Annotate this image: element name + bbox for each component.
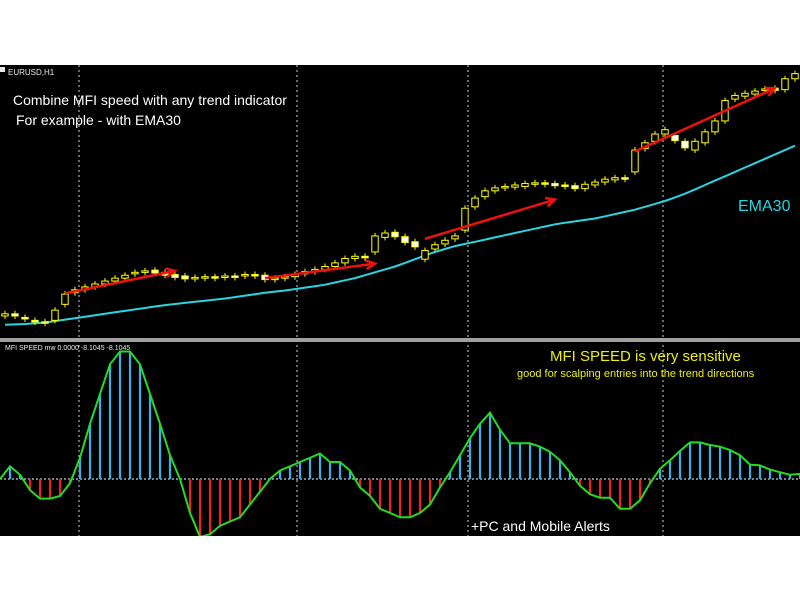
candle-body-56 bbox=[561, 184, 569, 187]
candle-body-36 bbox=[361, 255, 369, 259]
candle-body-24 bbox=[241, 274, 249, 277]
candle-body-50 bbox=[501, 185, 509, 189]
trend-arrowhead-1 bbox=[365, 259, 378, 271]
candle-body-47 bbox=[471, 197, 479, 208]
candle-body-69 bbox=[691, 140, 699, 151]
indicator-headline: MFI SPEED is very sensitive bbox=[550, 348, 741, 365]
trend-arrow-3 bbox=[634, 87, 776, 153]
candle-body-18 bbox=[181, 275, 189, 280]
candle-body-15 bbox=[151, 269, 159, 274]
candle-body-67 bbox=[671, 135, 679, 142]
candle-body-79 bbox=[791, 73, 799, 80]
candle-body-11 bbox=[111, 277, 119, 282]
candle-body-21 bbox=[211, 276, 219, 279]
trend-arrow-2 bbox=[424, 198, 556, 241]
trend-arrow-1 bbox=[264, 262, 376, 280]
candle-body-2 bbox=[21, 316, 29, 320]
symbol-marker bbox=[0, 67, 5, 72]
candle-body-66 bbox=[661, 129, 669, 135]
trend-arrowhead-0 bbox=[164, 267, 178, 278]
candle-body-71 bbox=[711, 120, 719, 133]
candle-body-22 bbox=[221, 275, 229, 278]
ema-series-line bbox=[4, 144, 796, 326]
candle-body-48 bbox=[481, 190, 489, 198]
candle-body-12 bbox=[121, 274, 129, 279]
ema-series-label: EMA30 bbox=[738, 198, 791, 215]
candle-body-41 bbox=[411, 241, 419, 248]
candle-body-55 bbox=[551, 183, 559, 187]
candle-body-62 bbox=[621, 177, 629, 180]
trend-arrow-0 bbox=[64, 269, 176, 295]
candle-body-19 bbox=[191, 276, 199, 280]
indicator-subline: good for scalping entries into the trend… bbox=[517, 368, 755, 380]
candle-body-17 bbox=[171, 274, 179, 278]
candle-body-37 bbox=[371, 235, 379, 253]
candle-body-33 bbox=[331, 262, 339, 268]
candle-body-14 bbox=[141, 270, 149, 273]
candle-body-43 bbox=[431, 244, 439, 250]
candle-body-23 bbox=[231, 275, 239, 278]
chart-canvas bbox=[0, 65, 800, 536]
candle-body-53 bbox=[531, 182, 539, 185]
candle-body-74 bbox=[741, 92, 749, 97]
alerts-label: +PC and Mobile Alerts bbox=[471, 518, 610, 534]
candle-body-61 bbox=[611, 177, 619, 181]
candle-body-6 bbox=[61, 293, 69, 305]
candle-body-78 bbox=[781, 78, 789, 91]
candle-body-25 bbox=[251, 274, 259, 277]
candle-body-51 bbox=[511, 184, 519, 188]
candle-body-52 bbox=[521, 183, 529, 187]
candle-body-46 bbox=[461, 207, 469, 231]
candle-body-44 bbox=[441, 239, 449, 245]
candle-body-39 bbox=[391, 231, 399, 238]
candle-body-45 bbox=[451, 235, 459, 240]
candle-body-59 bbox=[591, 181, 599, 186]
candle-body-75 bbox=[751, 90, 759, 95]
candle-body-34 bbox=[341, 257, 349, 264]
candle-body-68 bbox=[681, 140, 689, 149]
candle-body-54 bbox=[541, 182, 549, 185]
candle-body-20 bbox=[201, 276, 209, 279]
candle-body-42 bbox=[421, 249, 429, 260]
trend-arrowhead-2 bbox=[544, 196, 558, 208]
candle-body-4 bbox=[41, 321, 49, 324]
indicator-name-label: MFI SPEED mw 0.0000 -8.1045 -8.1045 bbox=[5, 345, 131, 352]
symbol-label: EURUSD,H1 bbox=[8, 68, 55, 77]
candle-body-3 bbox=[31, 319, 39, 323]
trend-arrowhead-3 bbox=[764, 86, 778, 97]
chart-window: EURUSD,H1 Combine MFI speed with any tre… bbox=[0, 65, 800, 536]
candle-body-0 bbox=[1, 313, 9, 317]
panel-separator bbox=[0, 338, 800, 342]
candle-body-27 bbox=[271, 277, 279, 281]
candle-body-57 bbox=[571, 185, 579, 190]
candle-body-5 bbox=[51, 309, 59, 321]
candle-body-38 bbox=[381, 232, 389, 238]
annotation-line-2: For example - with EMA30 bbox=[16, 112, 181, 128]
annotation-line-1: Combine MFI speed with any trend indicat… bbox=[13, 92, 287, 108]
candle-body-40 bbox=[401, 236, 409, 243]
oscillator-line bbox=[0, 350, 800, 536]
candle-body-35 bbox=[351, 255, 359, 259]
candle-body-73 bbox=[731, 94, 739, 100]
candle-body-60 bbox=[601, 178, 609, 183]
candle-body-49 bbox=[491, 187, 499, 192]
candle-body-70 bbox=[701, 131, 709, 144]
candle-body-13 bbox=[131, 271, 139, 275]
candle-body-63 bbox=[631, 149, 639, 173]
candle-body-1 bbox=[11, 313, 19, 317]
candle-body-58 bbox=[581, 183, 589, 190]
